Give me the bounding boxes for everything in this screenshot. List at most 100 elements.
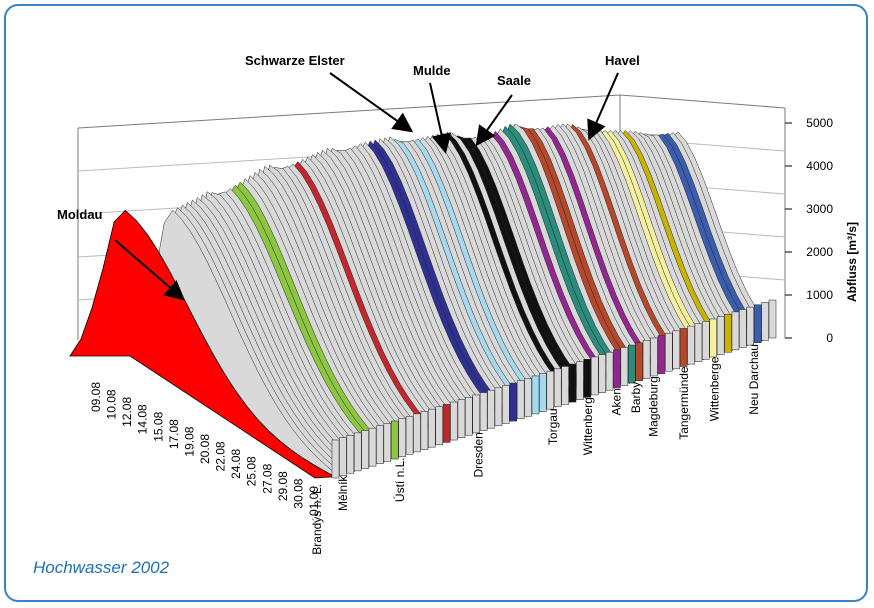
date-axis: 09.08 10.08 12.08 14.08 15.08 17.08 19.08 20.08… <box>89 382 321 516</box>
date-tick-label: 17.08 <box>167 419 181 449</box>
date-tick-label: 09.08 <box>89 382 103 412</box>
z-tick-label: 1000 <box>806 288 833 302</box>
front-face <box>620 347 629 386</box>
station-tick-label: Magdeburg <box>646 376 660 437</box>
date-tick-label: 29.08 <box>276 471 290 501</box>
front-face <box>761 302 769 341</box>
annotation-label: Schwarze Elster <box>245 53 345 68</box>
annotation-label: Mulde <box>413 63 451 78</box>
front-face <box>598 354 606 393</box>
front-face <box>368 427 377 467</box>
front-face <box>361 430 369 469</box>
figure-caption: Hochwasser 2002 <box>33 558 170 577</box>
front-face <box>553 368 562 408</box>
station-tick-label: Wittenberge <box>708 356 722 421</box>
station-tick-label: Barby <box>629 382 643 413</box>
annotation-label: Havel <box>605 53 640 68</box>
front-face <box>524 378 532 417</box>
discharge-surface <box>69 123 777 479</box>
front-face <box>405 416 414 455</box>
front-face <box>739 309 747 348</box>
front-face <box>546 370 555 410</box>
date-tick-label: 27.08 <box>260 463 274 493</box>
annotation-arrow <box>587 72 619 141</box>
station-tick-label: Brandýs n. L. <box>310 484 324 555</box>
front-face <box>516 380 525 419</box>
z-tick-label: 5000 <box>806 116 833 130</box>
front-face <box>679 328 688 367</box>
front-face <box>331 439 340 479</box>
date-tick-label: 25.08 <box>245 456 259 486</box>
station-axis: Brandýs n. L. Mělník Ústí n.L. Dresden Torga… <box>310 344 761 555</box>
front-face <box>657 335 666 374</box>
front-face <box>531 375 540 415</box>
annotation-label: Saale <box>497 73 531 88</box>
front-face <box>650 337 658 377</box>
front-face <box>428 408 436 448</box>
front-face <box>635 342 643 381</box>
z-tick-label: 3000 <box>806 202 833 216</box>
annotations: Moldau Schwarze Elster Mulde Saale Havel <box>57 53 640 301</box>
front-face <box>628 344 636 384</box>
front-face <box>509 382 518 422</box>
date-tick-label: 10.08 <box>105 389 119 419</box>
front-face <box>435 406 443 446</box>
annotation-label: Moldau <box>57 207 103 222</box>
front-face <box>376 425 384 465</box>
front-face <box>724 313 732 353</box>
station-tick-label: Neu Darchau <box>747 344 761 415</box>
annotation-arrow <box>329 72 414 133</box>
front-face <box>442 404 451 443</box>
front-face <box>502 385 510 424</box>
station-tick-label: Aken <box>609 388 623 415</box>
moldau-area <box>69 209 337 479</box>
front-face <box>642 340 651 379</box>
annotation-arrow <box>114 239 186 301</box>
date-tick-label: 01.09 <box>307 486 321 516</box>
date-tick-label: 30.08 <box>291 478 305 508</box>
date-tick-label: 22.08 <box>214 441 228 471</box>
front-face <box>694 323 703 362</box>
front-face <box>561 366 569 405</box>
front-face <box>472 394 480 434</box>
front-face <box>391 420 399 460</box>
annotation-arrow <box>429 82 452 154</box>
front-face <box>746 306 755 346</box>
date-tick-label: 24.08 <box>229 449 243 479</box>
date-tick-label: 19.08 <box>182 426 196 456</box>
annotation-arrow <box>475 94 513 147</box>
surface-column <box>129 209 336 479</box>
date-tick-label: 20.08 <box>198 434 212 464</box>
station-tick-label: Wittenberg <box>581 397 595 455</box>
front-face <box>702 321 710 360</box>
front-face <box>346 435 355 474</box>
front-face <box>383 423 392 462</box>
front-face <box>539 373 547 412</box>
front-face <box>487 389 495 429</box>
station-tick-label: Tangermünde <box>677 366 691 440</box>
front-face <box>494 387 503 427</box>
front-face <box>398 418 406 457</box>
front-face <box>605 351 614 391</box>
front-face <box>709 318 717 358</box>
front-face <box>665 332 673 372</box>
front-face <box>465 397 473 436</box>
station-tick-label: Mělník <box>336 475 350 511</box>
front-face <box>568 363 577 403</box>
front-face <box>413 413 421 453</box>
front-face <box>768 299 777 339</box>
date-tick-label: 14.08 <box>136 404 150 434</box>
date-tick-label: 12.08 <box>120 397 134 427</box>
z-tick-label: 0 <box>826 331 833 345</box>
date-tick-label: 15.08 <box>151 411 165 441</box>
front-face <box>339 437 347 476</box>
front-face <box>753 304 762 343</box>
front-face <box>457 399 466 438</box>
front-face <box>420 411 429 450</box>
front-face <box>672 330 680 370</box>
front-face <box>613 349 621 389</box>
z-axis: 0 1000 2000 3000 4000 5000 Abfluss [m³/s] <box>785 116 859 345</box>
z-tick-label: 2000 <box>806 245 833 259</box>
z-tick-label: 4000 <box>806 159 833 173</box>
